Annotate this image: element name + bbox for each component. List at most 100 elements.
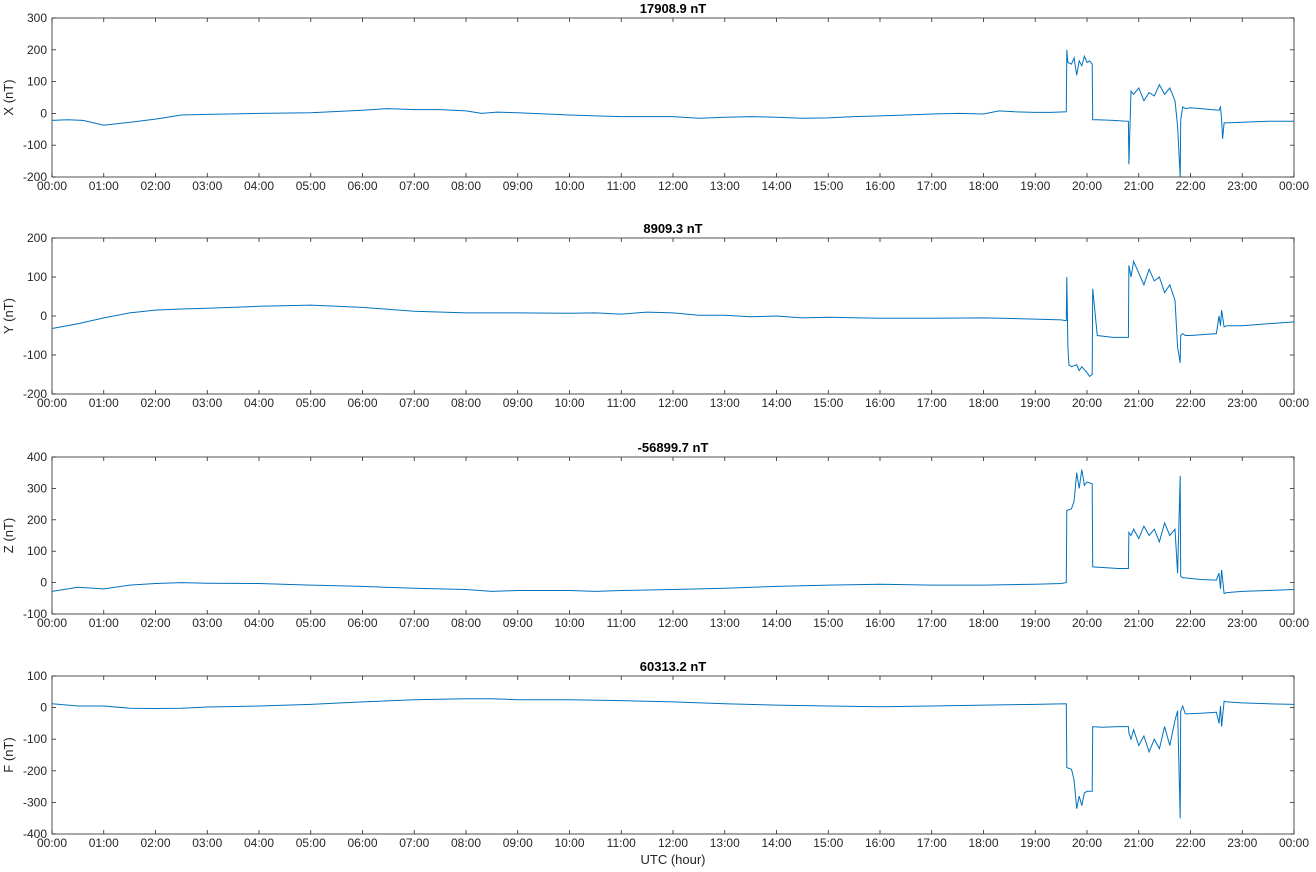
- x-tick-label: 13:00: [710, 836, 740, 850]
- y-tick-label: 100: [27, 669, 47, 683]
- x-tick-label: 07:00: [399, 179, 429, 193]
- x-tick-label: 03:00: [192, 396, 222, 410]
- x-tick-label: 00:00: [1279, 179, 1309, 193]
- x-tick-label: 12:00: [658, 179, 688, 193]
- series-line-z: [52, 469, 1294, 595]
- y-tick-label: -400: [23, 827, 47, 841]
- x-tick-label: 04:00: [244, 396, 274, 410]
- panel-title: 17908.9 nT: [640, 1, 707, 16]
- y-tick-label: 200: [27, 231, 47, 245]
- y-tick-label: -300: [23, 795, 47, 809]
- x-tick-label: 03:00: [192, 616, 222, 630]
- x-tick-label: 01:00: [89, 396, 119, 410]
- x-tick-label: 04:00: [244, 616, 274, 630]
- x-tick-label: 19:00: [1020, 179, 1050, 193]
- y-tick-label: 400: [27, 450, 47, 464]
- x-tick-label: 04:00: [244, 179, 274, 193]
- x-tick-label: 18:00: [968, 836, 998, 850]
- x-tick-label: 01:00: [89, 616, 119, 630]
- x-tick-label: 08:00: [451, 836, 481, 850]
- x-tick-label: 05:00: [296, 179, 326, 193]
- y-tick-label: -200: [23, 764, 47, 778]
- y-tick-label: -200: [23, 170, 47, 184]
- y-tick-label: -100: [23, 138, 47, 152]
- y-tick-label: 0: [40, 309, 47, 323]
- x-tick-label: 05:00: [296, 836, 326, 850]
- x-tick-label: 20:00: [1072, 616, 1102, 630]
- panel-3: 00:00 01:00 02:00 03:00 04:00 05:00 06:00 07:00…: [1, 440, 1309, 630]
- x-tick-label: 18:00: [968, 616, 998, 630]
- x-tick-label: 16:00: [865, 396, 895, 410]
- x-tick-label: 17:00: [917, 179, 947, 193]
- x-tick-label: 15:00: [813, 836, 843, 850]
- x-tick-label: 14:00: [761, 836, 791, 850]
- x-tick-label: 03:00: [192, 179, 222, 193]
- plot-frame: [51, 456, 1295, 615]
- y-tick-label: 200: [27, 513, 47, 527]
- x-tick-label: 14:00: [761, 396, 791, 410]
- x-tick-label: 11:00: [607, 616, 636, 630]
- x-tick-label: 11:00: [607, 836, 636, 850]
- x-tick-label: 23:00: [1227, 396, 1257, 410]
- panel-4: 00:00 01:00 02:00 03:00 04:00 05:00 06:00 07:00…: [1, 659, 1309, 867]
- x-tick-label: 02:00: [140, 179, 170, 193]
- x-tick-label: 09:00: [503, 396, 533, 410]
- y-tick-label: 300: [27, 11, 47, 25]
- y-tick-label: 100: [27, 544, 47, 558]
- y-axis-label: Y (nT): [1, 298, 16, 334]
- x-tick-label: 13:00: [710, 396, 740, 410]
- x-tick-label: 05:00: [296, 616, 326, 630]
- y-tick-label: -200: [23, 387, 47, 401]
- x-tick-label: 14:00: [761, 179, 791, 193]
- panel-title: -56899.7 nT: [638, 440, 709, 455]
- x-tick-label: 19:00: [1020, 836, 1050, 850]
- x-tick-label: 08:00: [451, 616, 481, 630]
- x-tick-label: 02:00: [140, 836, 170, 850]
- x-tick-label: 15:00: [813, 396, 843, 410]
- x-tick-label: 14:00: [761, 616, 791, 630]
- y-tick-label: -100: [23, 348, 47, 362]
- x-tick-label: 11:00: [607, 396, 636, 410]
- y-tick-label: 0: [40, 576, 47, 590]
- x-tick-label: 23:00: [1227, 836, 1257, 850]
- x-tick-label: 06:00: [347, 616, 377, 630]
- y-axis-label: F (nT): [1, 737, 16, 772]
- panel-1: 00:00 01:00 02:00 03:00 04:00 05:00 06:00 07:00…: [1, 1, 1309, 193]
- x-tick-label: 02:00: [140, 616, 170, 630]
- x-tick-label: 04:00: [244, 836, 274, 850]
- x-tick-label: 10:00: [554, 836, 584, 850]
- x-tick-label: 06:00: [347, 179, 377, 193]
- x-tick-label: 19:00: [1020, 396, 1050, 410]
- x-tick-label: 08:00: [451, 396, 481, 410]
- x-tick-label: 17:00: [917, 836, 947, 850]
- plot-frame: [51, 675, 1295, 835]
- x-tick-label: 00:00: [1279, 836, 1309, 850]
- y-tick-label: 0: [40, 106, 47, 120]
- x-tick-label: 09:00: [503, 179, 533, 193]
- x-tick-label: 06:00: [347, 396, 377, 410]
- x-tick-label: 07:00: [399, 836, 429, 850]
- x-axis-label: UTC (hour): [640, 852, 705, 867]
- x-tick-label: 10:00: [554, 616, 584, 630]
- x-tick-label: 00:00: [37, 836, 67, 850]
- y-tick-label: 300: [27, 481, 47, 495]
- x-tick-label: 17:00: [917, 396, 947, 410]
- x-tick-label: 10:00: [554, 179, 584, 193]
- x-tick-label: 05:00: [296, 396, 326, 410]
- x-tick-label: 01:00: [89, 836, 119, 850]
- x-tick-label: 13:00: [710, 616, 740, 630]
- x-tick-label: 06:00: [347, 836, 377, 850]
- x-tick-label: 15:00: [813, 179, 843, 193]
- x-tick-label: 09:00: [503, 836, 533, 850]
- x-tick-label: 13:00: [710, 179, 740, 193]
- x-tick-label: 00:00: [37, 616, 67, 630]
- x-tick-label: 12:00: [658, 396, 688, 410]
- y-tick-label: -100: [23, 607, 47, 621]
- y-tick-label: 100: [27, 270, 47, 284]
- x-tick-label: 23:00: [1227, 616, 1257, 630]
- x-tick-label: 01:00: [89, 179, 119, 193]
- panel-2: 00:00 01:00 02:00 03:00 04:00 05:00 06:00 07:00…: [1, 221, 1309, 410]
- x-tick-label: 19:00: [1020, 616, 1050, 630]
- x-tick-label: 20:00: [1072, 179, 1102, 193]
